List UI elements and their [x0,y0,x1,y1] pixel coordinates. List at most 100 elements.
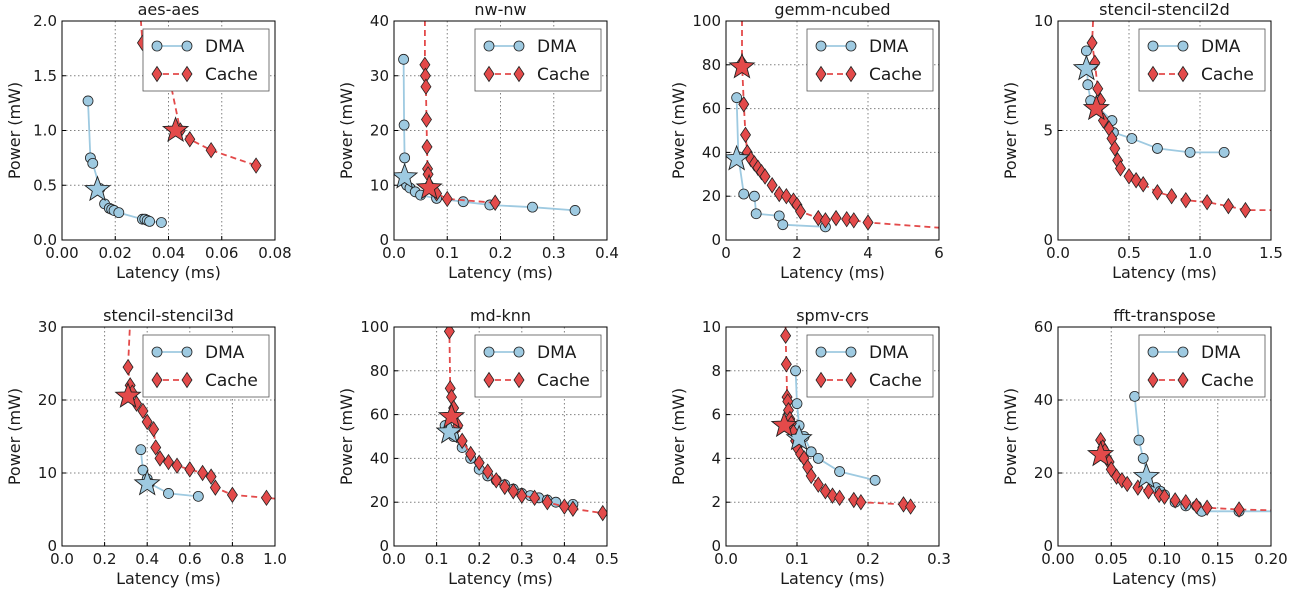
y-tick-label: 30 [38,318,57,336]
dma-point [1218,146,1230,158]
legend-cache-label: Cache [869,65,922,85]
chart-panel: 0.0 0.2 0.4 0.6 0.8 1.0 0 10 20 30 DMA Cache stencil… [5,306,287,588]
legend-dma-marker [513,40,525,52]
y-tick-label: 4 [711,449,721,467]
legend-box [1138,334,1266,398]
plot-frame [61,20,276,241]
x-tick-label: 0.06 [205,244,238,262]
x-tick-label: 0.04 [152,244,185,262]
legend-box [474,28,602,92]
cache-point [1086,34,1098,52]
cache-point [1159,488,1170,505]
x-tick-label: 0 [721,244,731,262]
x-axis-label: Latency (ms) [448,263,553,282]
cache-point [805,467,817,485]
y-tick-label: 20 [38,391,57,409]
cache-point [597,504,607,522]
y-tick-label: 0.5 [33,176,57,194]
cache-point [226,486,238,504]
x-axis-label: Latency (ms) [780,569,885,588]
legend-cache-marker [1147,65,1159,83]
cache-optimum-star [728,52,756,79]
cache-point [443,327,455,340]
x-tick-label: 0.00 [45,244,78,262]
plot-frame [1057,20,1272,241]
cache-point [1166,187,1178,205]
cache-point [163,453,174,471]
cache-point [848,491,860,509]
chart-panel: 0 2 4 6020406080100DMACachegemm-ncubedLaten… [669,0,944,282]
x-axis-label: Latency (ms) [780,263,885,282]
y-tick-label: 60 [702,100,721,118]
legend-cache-marker [181,65,193,83]
x-tick-label: 6 [934,244,944,262]
x-tick-label: 1.5 [1259,244,1283,262]
legend-dma-label: DMA [1201,37,1241,57]
cache-point [1121,475,1133,493]
plot-frame [1057,326,1272,547]
x-tick-label: 0.05 [1095,550,1128,568]
cache-point [473,454,485,472]
y-tick-label: 20 [370,493,389,511]
dma-point [834,466,845,477]
cache-point [567,500,579,517]
dma-point [738,188,750,200]
cache-point [841,210,853,228]
legend-dma-label: DMA [869,343,909,363]
legend-cache-marker [845,371,857,389]
dma-series-line [87,100,162,224]
y-tick-label: 10 [702,318,721,336]
cache-point [780,327,792,344]
plot-data-layer [770,327,917,515]
plot-frame [393,20,608,241]
cache-optimum-star [437,402,466,429]
legend-cache-marker [181,371,193,389]
plot-data-layer [1072,21,1271,219]
dma-optimum-star [394,162,419,189]
x-tick-label: 0.5 [595,550,619,568]
x-tick-label: 0.20 [1254,550,1287,568]
dma-optimum-star [435,417,463,444]
cache-point [898,496,909,513]
x-axis-label: Latency (ms) [1112,263,1217,282]
dma-optimum-star [133,469,161,496]
legend-dma-marker [181,346,193,358]
cache-point [1201,499,1213,516]
cache-point [1114,160,1126,177]
cache-point [1201,193,1213,211]
cache-point [905,498,917,515]
y-tick-label: 80 [702,56,721,74]
legend-cache-label: Cache [537,371,590,391]
plot-data-layer [726,21,939,233]
dma-point [750,208,762,220]
plot-data-layer [394,21,581,216]
y-tick-label: 10 [38,464,57,482]
chart-panel: 0.0 0.5 1.0 1.5 0 5 10 DMA Cache stencil-stencil2… [1001,0,1283,282]
legend-cache-marker [815,65,827,83]
cache-point [205,141,217,159]
chart-panel: 0.00 0.05 0.10 0.15 0.20 0 20 40 60 DMA Cache fft-t… [1001,306,1288,588]
cache-point [197,464,209,482]
x-tick-label: 0.00 [1041,550,1074,568]
legend-dma-label: DMA [537,37,577,57]
cache-point [209,479,221,496]
cache-point [171,457,183,474]
x-tick-label: 0.3 [510,550,534,568]
dma-point [137,464,149,476]
legend-box [142,334,270,398]
plot-frame [393,326,608,547]
cache-point [1151,183,1163,201]
cache-point [862,214,874,231]
dma-point [113,207,125,219]
x-tick-label: 0.2 [467,550,491,568]
y-tick-label: 20 [370,122,389,140]
dma-point [790,365,801,377]
y-tick-label: 0 [379,231,389,249]
x-axis-label: Latency (ms) [448,569,553,588]
x-tick-label: 0.1 [435,244,459,262]
cache-point [558,498,570,515]
cache-point [441,190,453,208]
y-axis-label: Power (mW) [669,82,688,179]
cache-point [184,131,196,148]
cache-point [141,413,153,431]
